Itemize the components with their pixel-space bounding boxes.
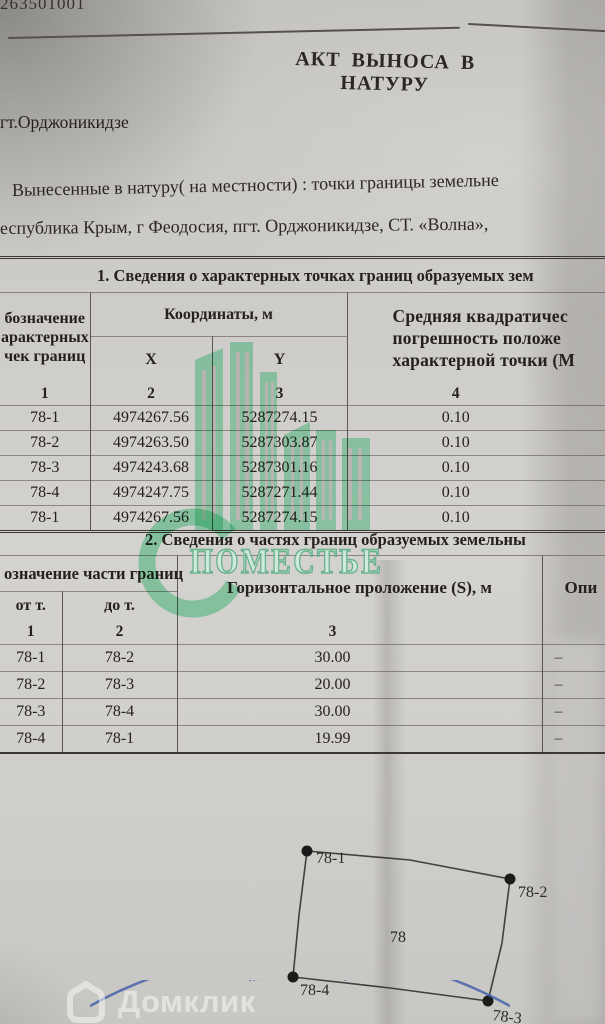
error-cell: 0.10	[441, 508, 470, 526]
coordinates-header: Координаты, м	[90, 292, 348, 337]
point-id-cell: 78-3	[0, 455, 91, 481]
point-id-header: бозначение арактерных чек границ	[0, 292, 91, 383]
stamp-inner-text: НОМЕР КВАЛИФ	[248, 980, 350, 985]
surveyor-stamp: РОПОЛЬСКИЙ КРАЙ Г.СТА НОМЕР КВАЛИФ	[90, 980, 510, 1008]
pomestye-watermark-text: ПОМЕСТЬЕ	[189, 540, 384, 582]
point-id-cell: 78-1	[0, 405, 91, 431]
table-row: 78-4 78-1 19.99 –	[0, 725, 605, 753]
point-id-cell: 78-4	[0, 480, 91, 506]
to-cell: 78-4	[62, 698, 178, 726]
x-cell: 4974267.56	[90, 405, 213, 431]
error-cell: 0.10	[347, 480, 605, 506]
from-header: от т.	[0, 591, 63, 619]
section1-title: 1. Сведения о характерных точках границ …	[0, 257, 605, 293]
length-cell: 20.00	[177, 671, 543, 699]
col-number-empty	[542, 619, 605, 645]
settlement-line: гт.Орджоникидзе	[0, 112, 129, 132]
vertex-label: 78-4	[300, 982, 329, 999]
to-cell: 78-2	[62, 644, 178, 672]
to-cell: 78-3	[62, 671, 178, 699]
header-divider-line	[467, 23, 605, 33]
col-number: 1	[0, 619, 63, 645]
domklik-label: Домклик	[118, 984, 256, 1019]
length-cell: 30.00	[177, 698, 543, 726]
table-row: 78-3 78-4 30.00 –	[0, 698, 605, 726]
length-cell: 19.99	[177, 725, 543, 753]
domklik-watermark: Домклик	[62, 981, 256, 1023]
parcel-sketch: 78-1 78-2 78-3 78-4 78	[287, 845, 547, 1024]
error-cell: 0.10	[347, 455, 605, 481]
pomestye-buildings-watermark-icon	[195, 342, 370, 530]
col-number: 1	[0, 382, 91, 406]
col-number: 4	[347, 382, 605, 406]
vertex-label: 78-3	[492, 1007, 523, 1024]
from-cell: 78-3	[0, 698, 63, 726]
length-cell: 30.00	[177, 644, 543, 672]
pomestye-crescent-icon	[138, 508, 248, 618]
point-id-cell: 78-2	[0, 430, 91, 456]
from-cell: 78-4	[0, 725, 63, 753]
description-cell: –	[542, 698, 605, 726]
x-cell: 4974263.50	[90, 430, 213, 456]
registration-number: 263501001	[0, 0, 86, 13]
intro-paragraph-line1: Вынесенные в натуру( на местности) : точ…	[11, 169, 499, 200]
from-cell: 78-2	[0, 671, 63, 699]
intro-paragraph-line2: еспублика Крым, г Феодосия, пгт. Орджони…	[0, 213, 489, 238]
description-cell: –	[542, 671, 605, 699]
description-cell: –	[554, 730, 563, 747]
to-cell: 78-1	[62, 725, 178, 753]
svg-text:НОМЕР КВАЛИФ: НОМЕР КВАЛИФ	[248, 980, 352, 985]
header-divider-line	[7, 26, 460, 39]
document-title: АКТ ВЫНОСА В НАТУРУ	[295, 47, 476, 97]
from-cell: 78-1	[0, 644, 63, 672]
description-header: Опи	[564, 577, 598, 597]
col-number: 2	[62, 619, 178, 645]
vertex-label: 78-2	[518, 884, 547, 901]
x-cell: 4974243.68	[90, 455, 213, 481]
description-cell: –	[542, 644, 605, 672]
error-header: Средняя квадратичес погрешность положе х…	[392, 305, 576, 370]
table-row: 78-2 78-3 20.00 –	[0, 671, 605, 699]
error-cell: 0.10	[347, 405, 605, 431]
error-cell: 0.10	[347, 430, 605, 456]
parcel-number-label: 78	[390, 929, 406, 946]
vertex-label: 78-1	[316, 850, 345, 867]
table-row: 78-1 78-2 30.00 –	[0, 644, 605, 672]
domklik-house-icon	[67, 981, 105, 1023]
col-number: 3	[177, 619, 543, 645]
